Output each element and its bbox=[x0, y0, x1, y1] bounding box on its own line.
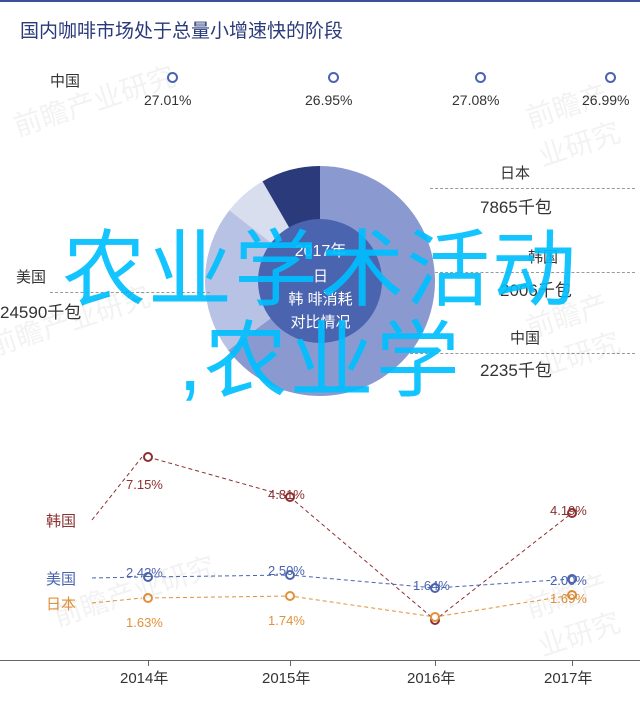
china-marker bbox=[167, 72, 178, 83]
series-label: 日本 bbox=[46, 593, 76, 614]
series-label: 韩国 bbox=[46, 510, 76, 531]
china-marker bbox=[328, 72, 339, 83]
donut-chart: 2017年 日 韩 啡消耗 对比情况 美国 24590千包 日本 7865千包韩国 20… bbox=[0, 148, 640, 418]
x-tick-mark bbox=[290, 660, 291, 666]
series-value: 1.64% bbox=[413, 578, 450, 593]
series-marker bbox=[285, 591, 295, 601]
series-value: 1.74% bbox=[268, 613, 305, 628]
series-line bbox=[148, 457, 572, 620]
donut-leader bbox=[410, 353, 635, 354]
china-value: 26.95% bbox=[305, 92, 352, 108]
bottom-line-chart: 韩国 7.15% 4.81% 4.19% 美国 2.42% 2.50% 1.64% 2.00% 日… bbox=[0, 425, 640, 705]
donut-seg-value: 24590千包 bbox=[0, 298, 81, 323]
china-value: 26.99% bbox=[582, 92, 629, 108]
series-line bbox=[148, 575, 572, 588]
donut-seg-value: 2235千包 bbox=[480, 356, 552, 381]
donut-leader bbox=[50, 292, 210, 293]
china-marker bbox=[475, 72, 486, 83]
donut-center-line: 对比情况 bbox=[258, 311, 383, 334]
donut-seg-value: 2006千包 bbox=[500, 276, 572, 301]
donut-year: 2017年 bbox=[258, 240, 383, 265]
donut-seg-label: 韩国 bbox=[528, 246, 558, 267]
donut-leader bbox=[430, 188, 635, 189]
series-value: 2.00% bbox=[550, 573, 587, 588]
x-tick-label: 2016年 bbox=[407, 667, 455, 688]
bottom-lines-svg bbox=[0, 425, 640, 660]
series-value: 2.50% bbox=[268, 563, 305, 578]
series-value: 1.63% bbox=[126, 615, 163, 630]
china-label: 中国 bbox=[50, 70, 80, 91]
china-value: 27.08% bbox=[452, 92, 499, 108]
series-label: 美国 bbox=[46, 568, 76, 589]
china-marker bbox=[605, 72, 616, 83]
x-tick-label: 2014年 bbox=[120, 667, 168, 688]
chart-area: 中国 27.01% 26.95% 27.08% 26.99% 2017年 日 韩 啡消… bbox=[0, 50, 640, 667]
series-value: 7.15% bbox=[126, 477, 163, 492]
china-value: 27.01% bbox=[144, 92, 191, 108]
series-value: 4.19% bbox=[550, 503, 587, 518]
donut-center-line: 日 bbox=[258, 265, 383, 288]
x-tick-mark bbox=[435, 660, 436, 666]
x-axis bbox=[0, 660, 640, 661]
donut-center-text: 2017年 日 韩 啡消耗 对比情况 bbox=[258, 240, 383, 335]
donut-seg-value: 7865千包 bbox=[480, 193, 552, 218]
series-value: 4.81% bbox=[268, 487, 305, 502]
x-tick-label: 2017年 bbox=[544, 667, 592, 688]
series-marker bbox=[143, 593, 153, 603]
title-bar: 国内咖啡市场处于总量小增速快的阶段 bbox=[0, 0, 640, 53]
series-value: 1.69% bbox=[550, 591, 587, 606]
donut-center-line: 韩 啡消耗 bbox=[258, 288, 383, 311]
donut-leader bbox=[435, 272, 635, 273]
series-line bbox=[148, 595, 572, 617]
chart-title: 国内咖啡市场处于总量小增速快的阶段 bbox=[20, 16, 620, 43]
x-tick-label: 2015年 bbox=[262, 667, 310, 688]
x-tick-mark bbox=[148, 660, 149, 666]
series-value: 2.42% bbox=[126, 565, 163, 580]
top-line-china: 中国 27.01%26.95%27.08%26.99% bbox=[50, 62, 620, 117]
donut-seg-label: 中国 bbox=[510, 327, 540, 348]
series-leader bbox=[92, 598, 142, 603]
donut-seg-label: 日本 bbox=[500, 162, 530, 183]
series-marker bbox=[143, 452, 153, 462]
series-marker bbox=[430, 612, 440, 622]
x-tick-mark bbox=[572, 660, 573, 666]
donut-seg-label: 美国 bbox=[16, 266, 46, 287]
